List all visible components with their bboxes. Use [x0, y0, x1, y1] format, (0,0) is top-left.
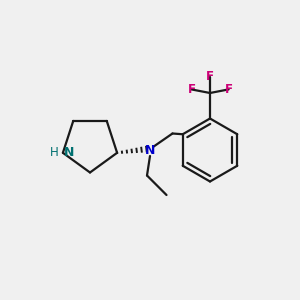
Text: F: F — [188, 83, 195, 96]
Text: F: F — [225, 83, 232, 96]
Text: N: N — [145, 143, 155, 157]
Text: H: H — [50, 146, 58, 159]
Text: N: N — [64, 146, 74, 159]
Text: F: F — [206, 70, 214, 83]
